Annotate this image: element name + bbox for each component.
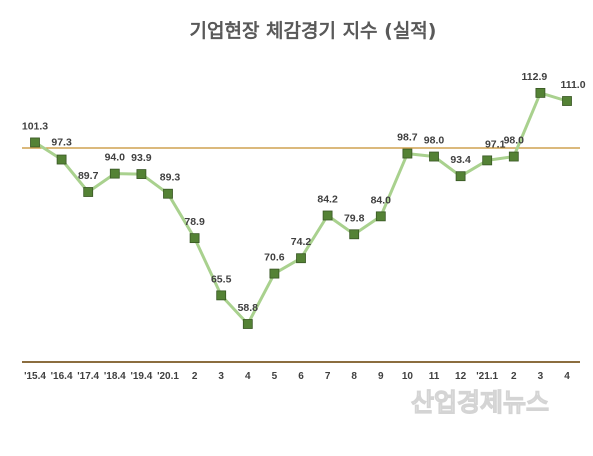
data-point-marker <box>242 319 253 329</box>
x-tick-label: 7 <box>325 371 331 382</box>
data-point-marker <box>216 290 227 301</box>
x-tick-label: 10 <box>402 371 414 382</box>
data-label: 93.9 <box>131 152 152 164</box>
data-point-marker <box>482 155 493 166</box>
data-point-marker <box>109 168 120 179</box>
data-label: 97.1 <box>485 138 506 150</box>
x-tick-labels: '15.4 '16.4 '17.4 '18.4 '19.4 '20.1 2 3 4 5 6 7 8 9 10… <box>24 371 570 382</box>
data-label: 84.0 <box>371 194 392 206</box>
data-point-marker <box>269 268 280 279</box>
x-tick-label: '16.4 <box>51 371 73 382</box>
data-point-marker <box>349 229 360 240</box>
x-tick-label: '20.1 <box>157 371 179 382</box>
data-point-marker <box>30 137 40 148</box>
x-tick-label: 2 <box>511 371 517 382</box>
data-label: 97.3 <box>51 137 72 149</box>
data-label: 78.9 <box>184 216 205 228</box>
x-tick-label: 6 <box>298 371 304 382</box>
data-label: 101.3 <box>22 120 48 132</box>
x-tick-label: '21.1 <box>476 371 498 382</box>
data-point-marker <box>163 188 173 199</box>
data-point-marker <box>535 87 546 98</box>
x-tick-label: '19.4 <box>130 371 152 382</box>
x-tick-label: '15.4 <box>24 371 46 382</box>
x-tick-label: 11 <box>429 371 440 382</box>
data-label: 84.2 <box>317 193 338 205</box>
data-label: 94.0 <box>105 152 126 164</box>
data-label: 112.9 <box>522 71 548 83</box>
data-label: 58.8 <box>238 302 259 314</box>
x-tick-label: 4 <box>564 371 570 382</box>
x-tick-label: 8 <box>351 371 357 382</box>
data-label: 98.7 <box>397 132 418 144</box>
data-point-marker <box>136 169 147 179</box>
data-label: 93.4 <box>450 154 471 166</box>
data-point-marker <box>375 211 386 222</box>
x-tick-label: 5 <box>272 371 278 382</box>
data-point-marker <box>296 253 306 264</box>
data-point-marker <box>429 151 439 162</box>
data-point-marker <box>508 151 519 162</box>
series-markers <box>30 87 572 329</box>
data-label: 74.2 <box>291 236 312 248</box>
data-point-marker <box>83 187 94 197</box>
data-label: 89.3 <box>160 172 181 184</box>
data-label: 98.0 <box>504 135 525 147</box>
series-line <box>34 91 568 326</box>
data-label: 70.6 <box>264 252 285 264</box>
x-tick-label: 2 <box>192 371 198 382</box>
data-point-marker <box>402 148 413 159</box>
data-point-marker <box>189 233 200 244</box>
x-tick-label: 3 <box>218 371 224 382</box>
data-point-marker <box>56 154 67 165</box>
watermark-logo: 산업경제뉴스 <box>411 388 549 417</box>
x-tick-label: 3 <box>538 371 544 382</box>
data-label: 89.7 <box>78 170 99 182</box>
data-label: 111.0 <box>560 79 585 91</box>
x-tick-label: '18.4 <box>104 371 126 382</box>
series-line-group <box>34 91 568 326</box>
x-tick-label: 9 <box>378 371 384 382</box>
data-point-marker <box>322 210 333 221</box>
data-label: 98.0 <box>424 135 445 147</box>
data-label: 79.8 <box>344 212 365 224</box>
data-label: 65.5 <box>211 273 232 285</box>
data-labels: 101.397.3 89.7 94.0 93.9 89.3 78.9 65.5 58.8 70.… <box>22 71 586 314</box>
x-tick-label: '17.4 <box>77 371 99 382</box>
chart-title: 기업현장 체감경기 지수 (실적) <box>190 20 437 42</box>
x-tick-label: 4 <box>245 371 251 382</box>
x-tick-label: 12 <box>455 371 467 382</box>
data-point-marker <box>455 171 466 182</box>
data-point-marker <box>562 96 572 106</box>
